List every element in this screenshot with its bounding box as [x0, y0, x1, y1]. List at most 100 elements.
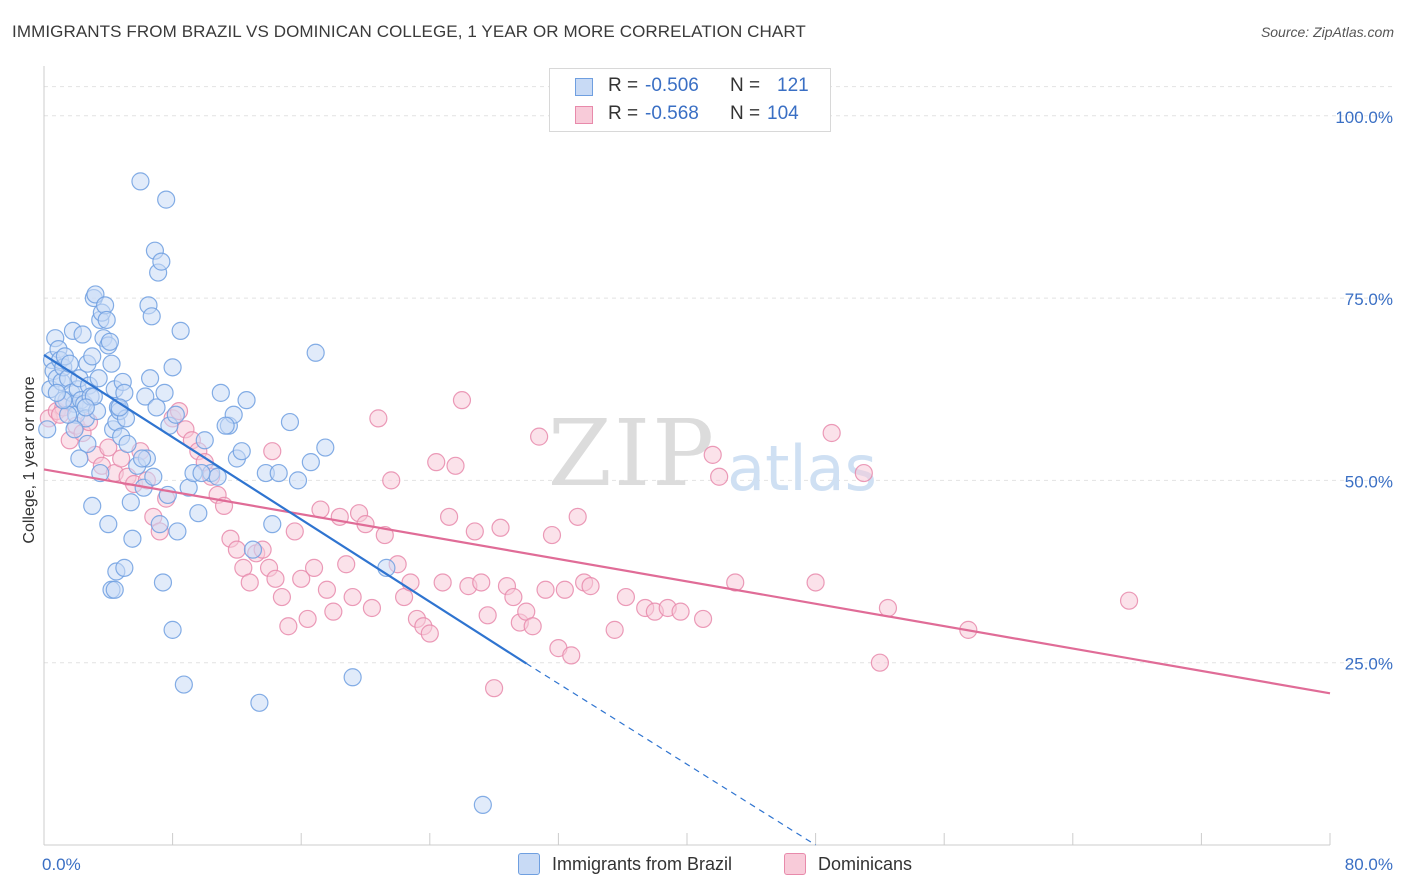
brazil-point	[163, 358, 182, 377]
dominicans-point	[581, 577, 600, 596]
brazil-point	[76, 398, 95, 417]
brazil-point	[301, 453, 320, 472]
correlation-legend: R = -0.506 N = 121 R = -0.568 N = 104	[549, 68, 831, 132]
brazil-point	[136, 387, 155, 406]
dominicans-point	[478, 606, 497, 625]
brazil-point	[89, 369, 108, 388]
dominicans-point	[317, 580, 337, 599]
dominicans-point	[240, 573, 259, 592]
legend-label: Immigrants from Brazil	[552, 854, 733, 874]
dominicans-point	[562, 646, 581, 665]
dominicans-point	[616, 587, 636, 607]
dominicans-point	[433, 573, 452, 592]
watermark-zip: ZIP	[548, 400, 716, 507]
brazil-point	[132, 449, 152, 468]
brazil-point	[140, 369, 160, 388]
brazil-point	[216, 416, 235, 435]
dominicans-point	[279, 617, 298, 636]
dominicans-point	[227, 540, 246, 559]
dominicans-point	[693, 609, 713, 629]
brazil-point	[195, 431, 214, 450]
legend-row-brazil: R = -0.506 N = 121	[550, 72, 830, 100]
brazil-point	[232, 442, 251, 461]
brazil-point	[157, 190, 176, 209]
brazil-point	[269, 463, 288, 483]
dominicans-point	[272, 587, 292, 607]
dominicans-point	[806, 573, 825, 592]
brazil-point	[38, 420, 57, 439]
brazil-point	[147, 398, 166, 417]
dominicans-point	[870, 653, 890, 672]
axes	[43, 66, 1331, 846]
legend-label: Dominicans	[818, 854, 913, 874]
dominicans-point	[304, 558, 324, 577]
legend-swatch-brazil	[575, 78, 593, 96]
dominicans-point	[99, 438, 118, 457]
dominicans-point	[703, 445, 722, 464]
dominicans-point	[452, 391, 472, 410]
series-legend: Immigrants from Brazil Dominicans	[0, 852, 1406, 878]
dominicans-point	[710, 467, 729, 486]
watermark-atlas: atlas	[727, 432, 877, 505]
brazil-point	[152, 252, 171, 271]
brazil-point	[171, 321, 190, 340]
r-value: -0.506	[645, 75, 699, 96]
legend-row-dominicans: R = -0.568 N = 104	[550, 100, 830, 128]
brazil-point	[83, 496, 102, 516]
brazil-point	[144, 467, 163, 486]
brazil-point	[60, 354, 79, 373]
brazil-point	[99, 515, 118, 534]
dominicans-point	[292, 569, 311, 588]
brazil-point	[105, 580, 124, 599]
brazil-point	[131, 172, 150, 191]
watermark: ZIP atlas	[548, 400, 877, 507]
dominicans-point	[362, 598, 382, 618]
trend-lines	[43, 354, 1331, 846]
brazil-point	[237, 391, 256, 410]
brazil-point	[288, 471, 308, 490]
dominicans-point	[671, 602, 690, 621]
dominicans-point	[337, 555, 356, 574]
dominicans-point	[375, 525, 394, 545]
y-axis-label: College, 1 year or more	[21, 376, 38, 543]
brazil-point	[70, 449, 89, 468]
dominicans-trend-line	[43, 468, 1331, 695]
dominicans-point	[298, 609, 317, 629]
legend-swatch-dominicans	[784, 853, 806, 875]
dominicans-point	[420, 624, 439, 643]
n-label: N =	[730, 103, 761, 124]
chart-title: IMMIGRANTS FROM BRAZIL VS DOMINICAN COLL…	[12, 22, 806, 41]
brazil-point	[123, 529, 142, 548]
r-label: R =	[608, 75, 639, 96]
brazil-point	[102, 354, 121, 373]
brazil-point	[174, 675, 193, 694]
brazil-point	[163, 620, 182, 639]
dominicans-point	[427, 453, 446, 472]
dominicans-point	[266, 569, 285, 588]
dominicans-point	[485, 679, 504, 698]
x-tick-label: 0.0%	[42, 855, 81, 874]
brazil-trend-extension	[525, 662, 816, 846]
tick-labels: 25.0% 50.0% 75.0% 100.0% 0.0% 80.0%	[42, 108, 1393, 874]
dominicans-point	[530, 427, 549, 446]
brazil-trend-line	[43, 354, 527, 665]
brazil-point	[155, 383, 174, 402]
n-value: 104	[767, 103, 799, 124]
brazil-point	[473, 795, 492, 814]
n-label: N =	[730, 75, 761, 96]
brazil-point	[250, 693, 269, 712]
brazil-point	[243, 540, 263, 559]
y-tick-label: 75.0%	[1345, 290, 1393, 309]
dominicans-point	[854, 463, 873, 483]
dominicans-point	[263, 442, 282, 461]
brazil-point	[316, 438, 335, 457]
dominicans-point	[343, 587, 362, 607]
brazil-point	[78, 434, 97, 454]
brazil-point	[306, 343, 325, 362]
brazil-point	[121, 493, 140, 512]
brazil-point	[118, 434, 137, 454]
brazil-point	[343, 668, 362, 687]
brazil-point	[97, 310, 116, 330]
dominicans-points	[39, 391, 1139, 698]
